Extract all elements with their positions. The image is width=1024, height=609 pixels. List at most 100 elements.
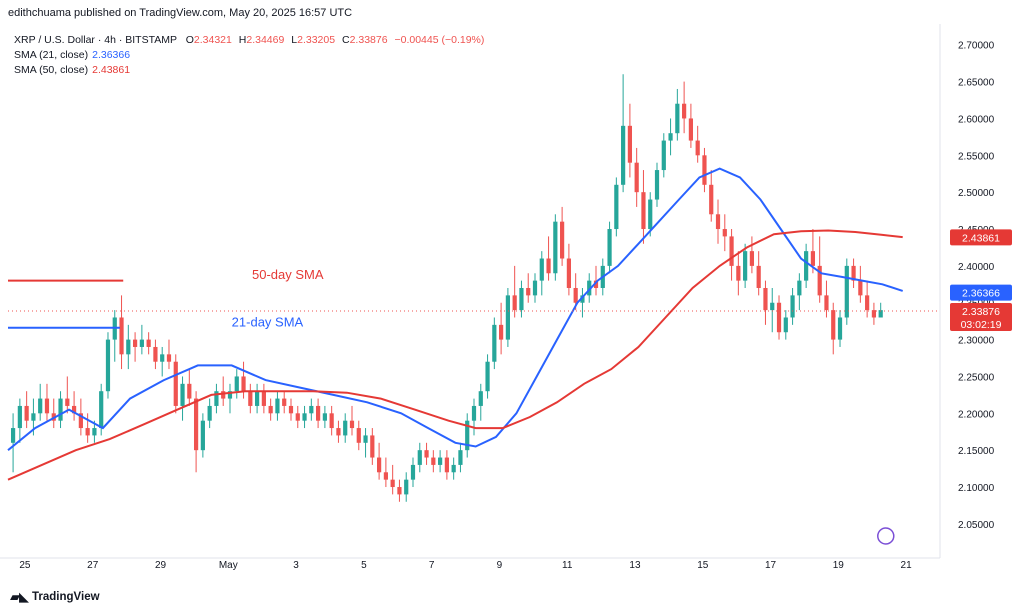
candle-body [322, 413, 327, 421]
chart-legend: XRP / U.S. Dollar · 4h · BITSTAMP O2.343… [14, 33, 484, 78]
candle-body [410, 464, 416, 480]
candle-body [756, 265, 761, 288]
candle-body [627, 125, 632, 163]
candle-body [126, 339, 131, 355]
candle-body [105, 339, 111, 392]
candle-body [343, 420, 348, 436]
candle-body [865, 295, 870, 311]
candle-body [275, 398, 280, 414]
candle-body [17, 405, 22, 429]
y-tick-label: 2.10000 [958, 483, 995, 494]
tradingview-logo-icon: ▰◣ [10, 589, 29, 604]
candle-body [634, 162, 639, 193]
candle-body [309, 405, 314, 414]
candle-body [268, 405, 273, 414]
candle-body [316, 405, 321, 421]
candle-body [10, 428, 16, 443]
candle-body [736, 265, 741, 281]
candle-body [71, 405, 77, 414]
candle-body [370, 435, 375, 458]
y-tick-label: 2.20000 [958, 409, 995, 420]
candle-body [587, 280, 592, 296]
candle-body [770, 302, 775, 311]
legend-l-value: 2.33205 [297, 34, 336, 46]
candle-body [153, 346, 158, 362]
candle-body [539, 258, 544, 281]
candle-body [573, 288, 578, 303]
candle-body [492, 324, 497, 362]
candle-body [797, 280, 802, 296]
price-tag [950, 284, 1012, 301]
x-tick-label: 29 [155, 560, 167, 571]
candle-body [553, 221, 558, 274]
price-tag [950, 303, 1012, 332]
candle-body [397, 487, 402, 495]
candle-body [119, 317, 124, 355]
price-tag-label: 2.43861 [962, 232, 1000, 244]
candle-body [193, 398, 199, 451]
candle-body [485, 361, 490, 392]
candle-body [844, 265, 849, 318]
x-tick-label: 5 [361, 560, 367, 571]
y-tick-label: 2.60000 [958, 114, 995, 125]
candle-body [749, 251, 755, 266]
price-tag [950, 229, 1012, 246]
x-tick-label: 25 [19, 560, 31, 571]
x-tick-label: 13 [629, 560, 641, 571]
x-tick-label: 17 [765, 560, 777, 571]
y-tick-label: 2.30000 [958, 336, 995, 347]
candle-body [580, 295, 585, 303]
legend-c-value: 2.33876 [349, 34, 388, 46]
candle-body [356, 428, 361, 443]
legend-symbol[interactable]: XRP / U.S. Dollar · 4h · BITSTAMP [14, 34, 177, 46]
y-tick-label: 2.25000 [958, 372, 995, 383]
candle-body [187, 383, 192, 399]
candle-body [499, 324, 504, 340]
candle-body [837, 317, 843, 340]
legend-o-value: 2.34321 [193, 34, 232, 46]
legend-h-label: H [238, 34, 247, 46]
legend-sma50-row[interactable]: SMA (50, close) 2.43861 [14, 63, 484, 78]
y-tick-label: 2.40000 [958, 262, 995, 273]
candle-body [675, 103, 680, 134]
candle-body [31, 413, 36, 421]
candle-body [824, 295, 829, 311]
candle-body [417, 450, 422, 465]
x-tick-label: 9 [497, 560, 503, 571]
candle-body [58, 398, 63, 421]
candle-body [92, 428, 97, 436]
legend-sma21-label: SMA (21, close) [14, 49, 89, 61]
candle-body [709, 184, 714, 215]
candle-body [132, 339, 138, 347]
x-tick-label: May [219, 560, 238, 571]
candle-body [146, 339, 151, 347]
candle-body [282, 398, 287, 406]
candle-body [295, 413, 300, 421]
candle-body [682, 103, 687, 119]
candle-body [438, 457, 443, 465]
candle-body [44, 398, 50, 414]
candle-body [329, 413, 334, 429]
legend-sma50-label: SMA (50, close) [14, 64, 89, 76]
candle-body [641, 192, 646, 230]
annotation-label: 21-day SMA [232, 314, 304, 329]
candle-body [363, 435, 368, 443]
candle-body [221, 391, 226, 399]
annotation-label: 50-day SMA [252, 267, 324, 282]
sma50-line [7, 229, 903, 481]
legend-sma21-row[interactable]: SMA (21, close) 2.36366 [14, 48, 484, 63]
candle-body [878, 310, 883, 318]
candle-body [234, 376, 239, 392]
candle-body [804, 251, 809, 281]
candle-body [526, 288, 531, 296]
candle-body [78, 413, 83, 429]
candle-body [661, 140, 666, 171]
candle-body [166, 354, 172, 362]
candle-body [790, 295, 795, 318]
candle-body [654, 170, 660, 200]
sma21-line [7, 167, 904, 451]
candle-body [227, 391, 233, 399]
candle-body [207, 405, 212, 421]
candle-body [288, 405, 294, 414]
